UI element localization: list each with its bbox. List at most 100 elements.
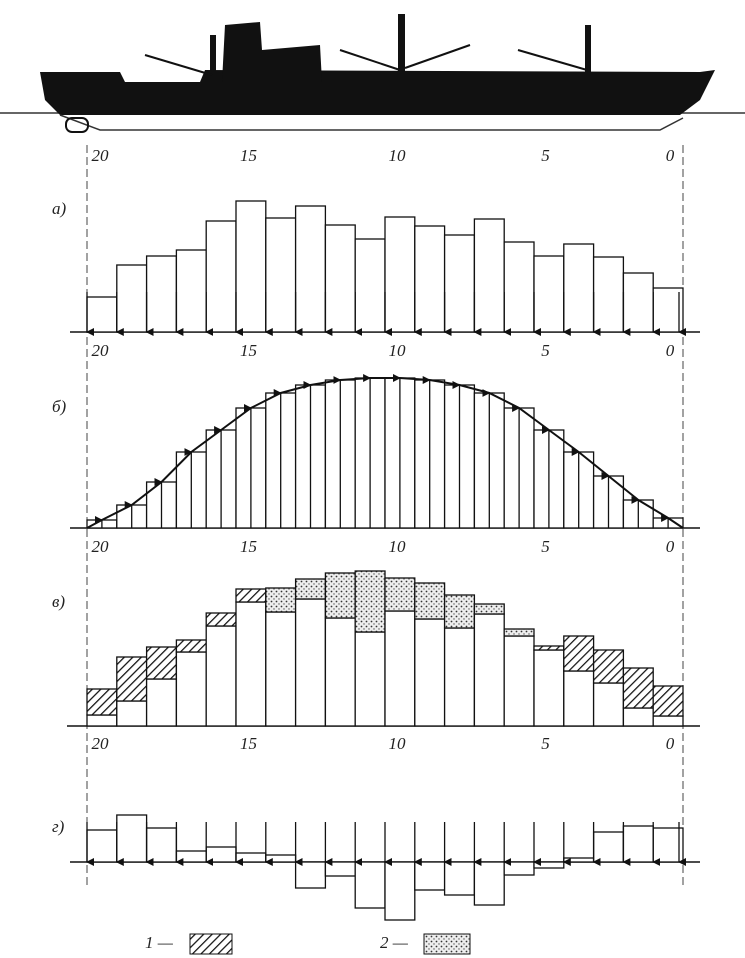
bar — [384, 861, 416, 921]
station-label: 5 — [541, 537, 550, 556]
excess-dotted — [473, 603, 505, 615]
excess-dotted — [354, 570, 386, 633]
station-label: 5 — [541, 146, 550, 165]
bar — [652, 715, 684, 727]
bar — [652, 287, 684, 333]
panel-label: в) — [52, 592, 65, 611]
bar — [652, 827, 684, 863]
bar — [145, 678, 178, 727]
bar — [473, 218, 505, 333]
bar — [324, 224, 356, 333]
excess-hatched — [116, 656, 148, 702]
bar — [265, 217, 297, 333]
station-label: 15 — [240, 537, 257, 556]
station-label: 15 — [240, 734, 257, 753]
bar — [116, 264, 148, 333]
bar — [354, 631, 386, 727]
bar — [324, 617, 356, 727]
panel-label: г) — [52, 817, 65, 836]
bar — [116, 700, 148, 727]
bar — [592, 682, 625, 727]
bar — [324, 861, 356, 877]
station-label: 0 — [666, 734, 675, 753]
station-label: 0 — [666, 537, 675, 556]
bar — [205, 625, 237, 727]
bar — [414, 861, 446, 891]
bar — [175, 850, 207, 863]
excess-hatched — [86, 688, 118, 716]
excess-hatched — [563, 635, 595, 672]
excess-dotted — [414, 582, 446, 620]
bar — [235, 200, 267, 333]
bar — [503, 861, 535, 876]
bar — [145, 827, 178, 863]
station-label: 10 — [389, 537, 407, 556]
station-label: 5 — [541, 341, 550, 360]
bar — [294, 861, 327, 889]
panel-label: а) — [52, 199, 67, 218]
bar — [294, 598, 327, 727]
excess-dotted — [324, 572, 356, 619]
bar — [145, 255, 178, 333]
legend-label: 2 — — [380, 933, 409, 952]
panel-label: б) — [52, 397, 67, 416]
bar — [533, 255, 565, 333]
bar — [205, 846, 237, 863]
bar — [592, 831, 625, 863]
station-label: 10 — [389, 734, 407, 753]
excess-dotted — [503, 628, 535, 637]
bar — [563, 857, 595, 863]
bar — [414, 225, 446, 333]
station-label: 20 — [92, 734, 110, 753]
excess-hatched — [205, 612, 237, 627]
bar — [384, 216, 416, 333]
station-label: 20 — [92, 341, 110, 360]
station-label: 5 — [541, 734, 550, 753]
bar — [86, 296, 118, 333]
station-label: 0 — [666, 146, 675, 165]
excess-hatched — [652, 685, 684, 717]
excess-dotted — [265, 587, 297, 613]
bar — [354, 861, 386, 909]
station-label: 15 — [240, 341, 257, 360]
bar — [533, 649, 565, 727]
excess-hatched — [145, 646, 178, 680]
excess-hatched — [533, 645, 565, 651]
excess-hatched — [235, 588, 267, 603]
bar — [235, 601, 267, 727]
bar — [533, 861, 565, 869]
station-label: 10 — [389, 341, 407, 360]
bar — [205, 220, 237, 333]
buoyancy-curve — [86, 377, 684, 529]
legend: 1 — 2 — — [145, 933, 471, 955]
legend-swatch — [423, 933, 471, 955]
bar — [235, 852, 267, 863]
excess-dotted — [443, 594, 476, 629]
excess-dotted — [294, 578, 327, 600]
bar — [86, 714, 118, 727]
bar — [503, 635, 535, 727]
bar — [473, 613, 505, 727]
bar — [622, 272, 654, 333]
excess-hatched — [175, 639, 207, 653]
bar — [443, 234, 476, 333]
bar — [473, 861, 505, 906]
legend-label: 1 — — [145, 933, 174, 952]
bar — [384, 610, 416, 727]
bar — [563, 670, 595, 727]
bar — [443, 627, 476, 727]
bar — [503, 241, 535, 333]
bar — [622, 825, 654, 863]
excess-dotted — [384, 577, 416, 612]
station-label: 15 — [240, 146, 257, 165]
bar — [175, 651, 207, 727]
bar — [116, 814, 148, 863]
excess-hatched — [622, 667, 654, 709]
legend-swatch — [189, 933, 233, 955]
station-label: 20 — [92, 537, 110, 556]
station-label: 0 — [666, 341, 675, 360]
bar — [265, 854, 297, 863]
station-label: 20 — [92, 146, 110, 165]
bar — [354, 238, 386, 333]
